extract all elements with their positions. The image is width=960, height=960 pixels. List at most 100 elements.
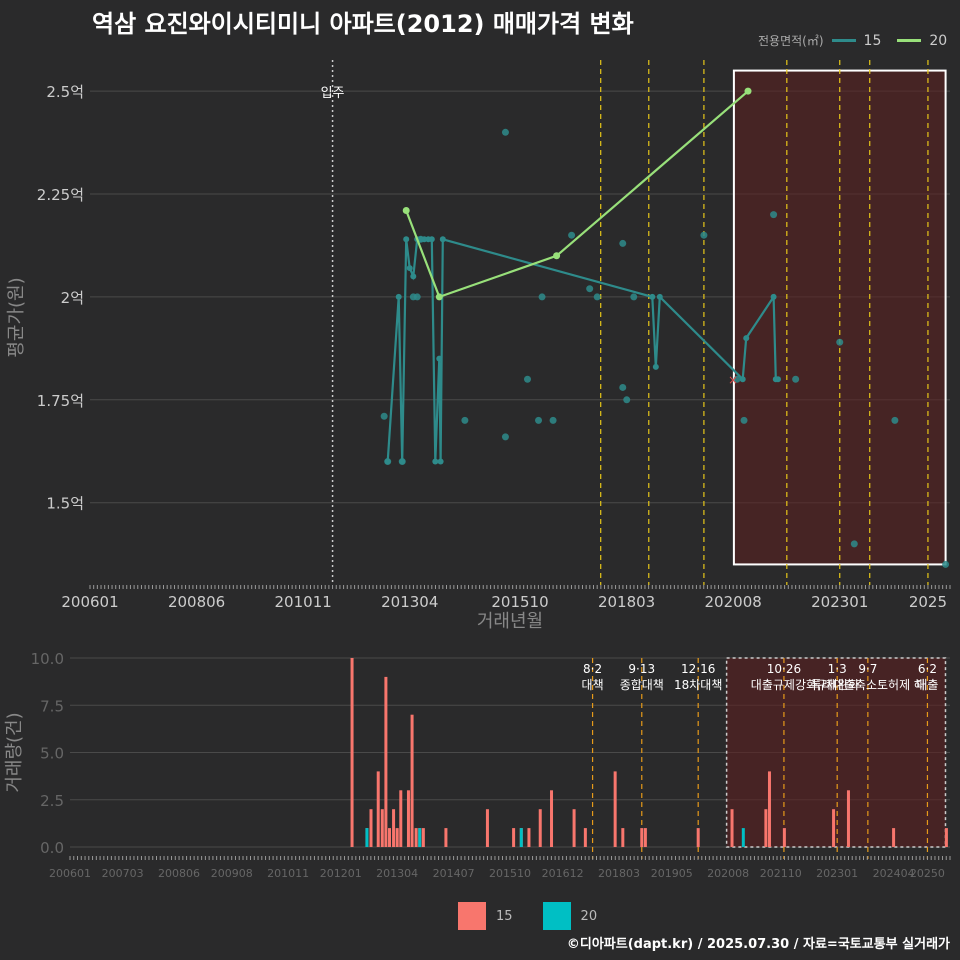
series-point-15 xyxy=(428,236,435,243)
legend-top: 전용면적(㎡) 15 20 xyxy=(758,32,947,49)
price-line-chart: 1.5억 1.75억 2억 2.25억 2.5억 입주 200601 200806 201011… xyxy=(6,60,951,632)
legend-swatch-20 xyxy=(542,902,571,930)
bar-15 xyxy=(406,790,410,847)
bar-15 xyxy=(621,828,625,847)
policy-label: 특례대출축소토허제 해 xyxy=(811,678,925,692)
data-point xyxy=(770,211,778,219)
bar-15 xyxy=(782,828,786,847)
policy-date: 12·16 xyxy=(681,662,715,676)
x-tick-label: 200601 xyxy=(61,593,118,611)
bar-20 xyxy=(741,828,745,847)
data-point xyxy=(942,560,950,568)
series-point-15 xyxy=(432,458,439,465)
y-tick-label: 10.0 xyxy=(31,650,64,668)
series-point-15 xyxy=(406,265,413,272)
policy-label: 대출규제강화 xyxy=(751,678,817,692)
x-tick-label: 201011 xyxy=(275,593,332,611)
y-axis-title: 거래량(건) xyxy=(4,712,25,792)
cross-marker: × xyxy=(728,373,738,387)
y-tick-label: 1.5억 xyxy=(46,495,84,513)
bar-15 xyxy=(414,828,418,847)
data-point xyxy=(586,285,594,293)
data-point xyxy=(619,383,627,391)
series-point-20 xyxy=(744,87,752,95)
data-point xyxy=(740,416,748,424)
legend-line-15 xyxy=(831,39,856,42)
series-point-20 xyxy=(435,293,443,301)
bar-15 xyxy=(388,828,392,847)
legend-line-20 xyxy=(897,39,922,42)
series-line-15 xyxy=(386,237,778,462)
x-tick-label: 201407 xyxy=(433,867,475,880)
series-point-15 xyxy=(436,355,443,362)
x-tick-label: 200908 xyxy=(211,867,253,880)
x-tick-label: 201304 xyxy=(381,593,438,611)
x-tick-label: 202008 xyxy=(705,593,762,611)
legend-label: 전용면적(㎡) xyxy=(758,34,824,48)
bar-15 xyxy=(527,828,531,847)
bar-15 xyxy=(846,790,850,847)
x-tick-label: 200703 xyxy=(102,867,144,880)
policy-date: 6·2 xyxy=(918,662,937,676)
policy-label: 종합대책 xyxy=(620,677,664,692)
bar-20 xyxy=(365,828,369,847)
legend-bottom-name-20: 20 xyxy=(580,908,598,924)
x-tick-label: 201612 xyxy=(542,867,584,880)
bar-15 xyxy=(696,828,700,847)
data-point xyxy=(891,416,899,424)
x-tick-label: 202301 xyxy=(816,867,858,880)
x-tick-label: 201201 xyxy=(320,867,362,880)
series-point-15 xyxy=(770,293,777,300)
series-point-15 xyxy=(439,236,446,243)
bar-15 xyxy=(369,809,373,847)
data-point xyxy=(523,375,531,383)
bar-15 xyxy=(944,828,948,847)
x-tick-label: 200806 xyxy=(158,867,200,880)
bar-15 xyxy=(392,809,396,847)
data-point xyxy=(623,396,631,404)
x-tick-label: 201803 xyxy=(598,593,655,611)
series-point-15 xyxy=(775,376,781,383)
series-point-15 xyxy=(652,363,659,370)
data-point xyxy=(549,416,557,424)
data-point xyxy=(568,231,576,239)
legend-name-20: 20 xyxy=(929,32,948,49)
series-point-15 xyxy=(437,458,444,465)
legend-name-15: 15 xyxy=(863,32,882,49)
bar-15 xyxy=(380,809,384,847)
legend-bottom-name-15: 15 xyxy=(496,908,513,924)
bar-15 xyxy=(395,828,399,847)
bar-15 xyxy=(892,828,896,847)
bar-15 xyxy=(350,658,354,847)
x-axis-title: 거래년월 xyxy=(477,611,543,632)
x-tick-label: 20250 xyxy=(910,867,945,880)
bar-15 xyxy=(550,790,554,847)
legend-swatch-15 xyxy=(458,902,486,930)
data-point xyxy=(535,416,543,424)
series-point-15 xyxy=(743,335,750,342)
bar-15 xyxy=(384,676,388,847)
data-point xyxy=(501,128,509,136)
bar-15 xyxy=(485,809,489,847)
bar-15 xyxy=(512,828,516,847)
x-tick-label: 200806 xyxy=(168,593,225,611)
x-tick-label: 201803 xyxy=(598,867,640,880)
series-point-15 xyxy=(384,458,391,465)
data-point xyxy=(733,375,741,383)
chart-title: 역삼 요진와이시티미니 아파트(2012) 매매가격 변화 xyxy=(92,10,634,38)
data-point xyxy=(700,231,708,239)
policy-date: 8·2 xyxy=(583,662,602,676)
x-tick-label: 200601 xyxy=(49,867,91,880)
x-tick-label: 202301 xyxy=(811,593,868,611)
policy-date: 9·7 xyxy=(858,662,877,676)
data-point xyxy=(501,433,509,441)
y-tick-label: 0.0 xyxy=(40,839,64,857)
policy-date: 10·26 xyxy=(767,662,801,676)
series-point-15 xyxy=(395,293,402,300)
series-line-20 xyxy=(405,90,749,299)
data-point xyxy=(593,293,601,301)
data-point xyxy=(413,293,421,301)
x-tick-label: 202110 xyxy=(760,867,802,880)
y-tick-label: 2.25억 xyxy=(37,186,84,204)
